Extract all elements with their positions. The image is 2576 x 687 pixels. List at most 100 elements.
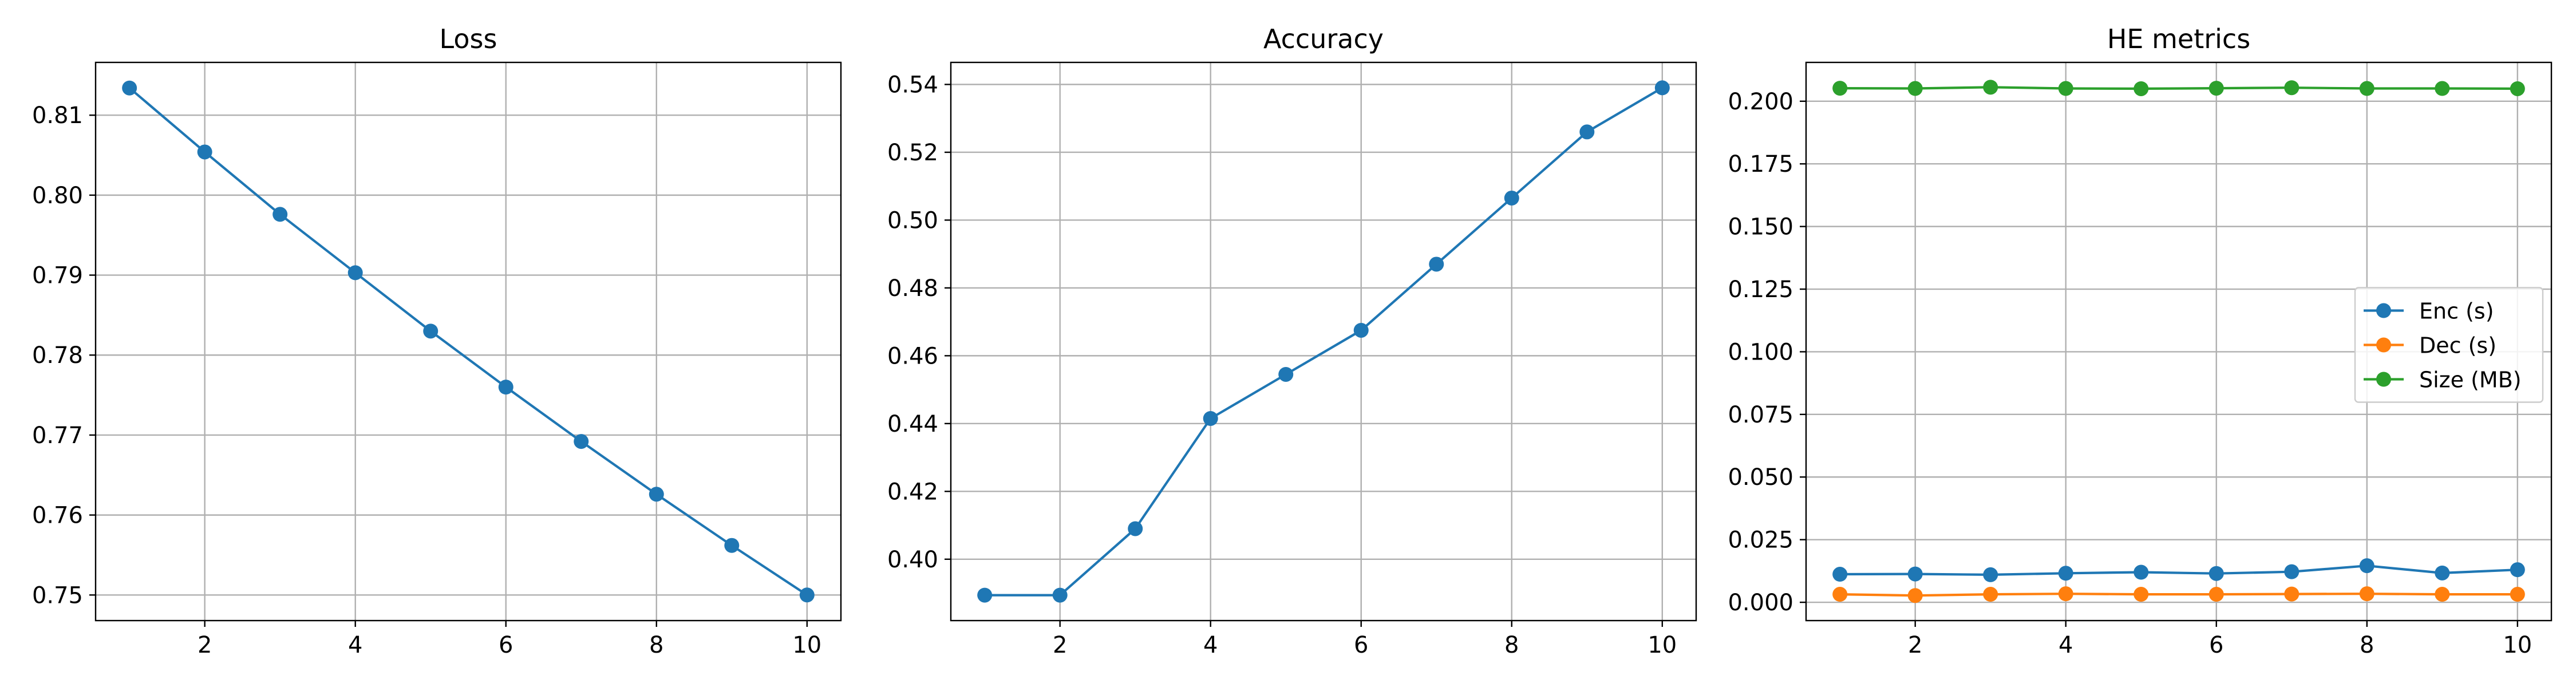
x-tick-label: 6 — [499, 632, 513, 658]
y-tick-label: 0.76 — [32, 503, 83, 529]
y-tick-label: 0.80 — [32, 183, 83, 209]
y-tick-label: 0.46 — [887, 343, 938, 369]
data-point — [1128, 521, 1143, 536]
y-tick-label: 0.150 — [1728, 214, 1793, 240]
data-point — [1983, 587, 1998, 602]
data-point — [1052, 587, 1068, 603]
data-point — [1907, 566, 1923, 582]
y-tick-label: 0.42 — [887, 479, 938, 505]
data-point — [2359, 558, 2374, 574]
series-line — [985, 86, 1663, 597]
data-point — [2510, 81, 2525, 96]
y-tick-label: 0.175 — [1728, 151, 1793, 177]
data-point — [1983, 80, 1998, 95]
chart-panel-1: Loss 2 4 6 8 10 0.75 0.76 0.77 0.78 0.79 0.80 0.81 — [32, 23, 842, 658]
data-point — [2134, 564, 2149, 580]
data-point — [423, 323, 438, 339]
x-tick-label: 4 — [348, 632, 362, 658]
x-tick-label: 4 — [1203, 632, 1218, 658]
data-point — [2058, 81, 2073, 96]
data-point — [1278, 366, 1294, 382]
data-point — [122, 80, 137, 96]
x-tick-label: 6 — [2209, 632, 2223, 658]
y-tick-label: 0.075 — [1728, 402, 1793, 428]
data-point — [272, 207, 288, 222]
data-point — [2284, 586, 2300, 602]
data-point — [977, 587, 993, 603]
y-tick-label: 0.78 — [32, 342, 83, 369]
data-point — [2284, 564, 2300, 579]
y-tick-label: 0.200 — [1728, 89, 1793, 115]
chart-title: HE metrics — [2107, 23, 2250, 54]
data-point — [2510, 587, 2525, 602]
data-point — [2208, 587, 2224, 602]
series-line — [128, 87, 808, 597]
data-point — [498, 380, 513, 395]
data-point — [2510, 562, 2525, 578]
x-tick-label: 8 — [649, 632, 663, 658]
series-line — [1840, 593, 2518, 597]
x-tick-label: 8 — [2360, 632, 2374, 658]
data-point — [2435, 565, 2450, 581]
data-point — [1832, 587, 1848, 602]
y-tick-label: 0.050 — [1728, 464, 1793, 491]
y-tick-label: 0.79 — [32, 263, 83, 289]
y-tick-label: 0.40 — [887, 547, 938, 573]
legend-label: Dec (s) — [2419, 333, 2496, 358]
x-tick-label: 4 — [2059, 632, 2073, 658]
data-point — [2208, 566, 2224, 581]
series-line — [1840, 564, 2518, 577]
data-point — [724, 538, 740, 553]
x-tick-label: 2 — [197, 632, 212, 658]
data-point — [1832, 81, 1848, 96]
data-point — [1203, 410, 1218, 426]
y-tick-label: 0.025 — [1728, 527, 1793, 554]
data-point — [1579, 124, 1595, 140]
axes-frame — [1805, 61, 2553, 622]
y-tick-label: 0.125 — [1728, 277, 1793, 303]
y-tick-label: 0.81 — [32, 102, 83, 129]
data-point — [2359, 586, 2374, 602]
x-tick-label: 2 — [1908, 632, 1922, 658]
x-tick-label: 10 — [2503, 632, 2532, 658]
data-point — [1654, 80, 1670, 96]
data-point — [1983, 567, 1998, 582]
x-tick-label: 10 — [1647, 632, 1677, 658]
chart-panel-3: HE metrics 2 4 6 8 10 0.000 0.025 0.050 0.075 0.10… — [1728, 23, 2553, 658]
data-point — [649, 487, 664, 502]
data-point — [347, 265, 363, 281]
chart-title: Loss — [440, 23, 497, 54]
data-point — [2284, 80, 2300, 96]
y-tick-label: 0.50 — [887, 207, 938, 234]
y-tick-label: 0.48 — [887, 275, 938, 302]
x-tick-label: 10 — [792, 632, 821, 658]
data-point — [197, 144, 212, 160]
y-tick-label: 0.52 — [887, 140, 938, 166]
legend-label: Enc (s) — [2419, 299, 2494, 324]
data-point — [799, 587, 815, 603]
data-point — [2435, 587, 2450, 602]
legend-label: Size (MB) — [2419, 368, 2522, 393]
data-point — [2208, 81, 2224, 96]
chart-panel-2: Accuracy 2 4 6 8 10 0.40 0.42 0.44 0.46 0.48 0.50 0.… — [887, 23, 1697, 658]
legend-swatch-marker — [2376, 372, 2391, 387]
x-tick-label: 6 — [1354, 632, 1368, 658]
y-tick-label: 0.54 — [887, 72, 938, 98]
data-point — [1907, 588, 1923, 603]
series-line — [1840, 86, 2518, 90]
data-point — [2134, 587, 2149, 602]
data-point — [2435, 81, 2450, 96]
legend-box — [2354, 287, 2544, 403]
data-point — [1907, 81, 1923, 96]
x-tick-label: 8 — [1504, 632, 1519, 658]
axes-frame — [950, 61, 1697, 622]
data-point — [2359, 81, 2374, 96]
data-point — [1429, 256, 1444, 272]
data-point — [1353, 322, 1369, 338]
legend: Enc (s) Dec (s) Size (MB) — [2354, 287, 2544, 403]
legend-swatch-marker — [2376, 303, 2391, 318]
chart-title: Accuracy — [1263, 23, 1384, 54]
data-point — [1504, 190, 1519, 206]
y-tick-label: 0.77 — [32, 423, 83, 449]
